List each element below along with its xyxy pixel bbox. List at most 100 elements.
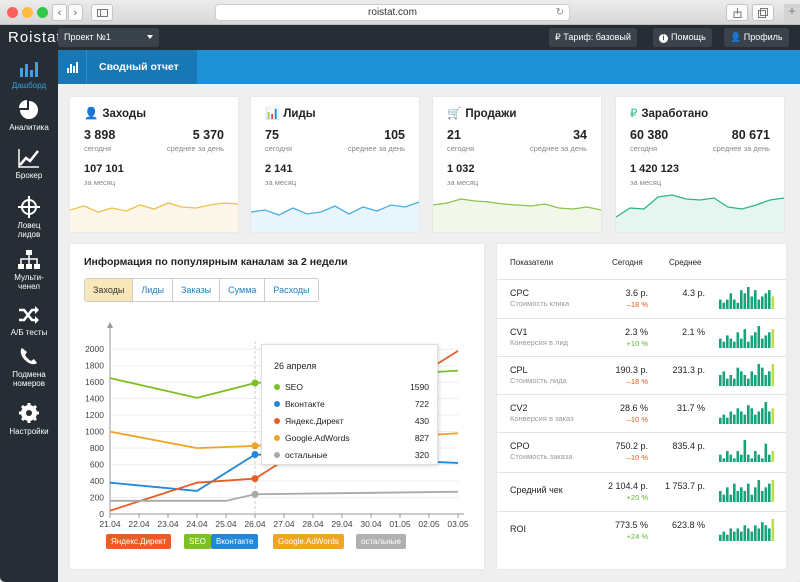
metric-bar (729, 528, 733, 541)
metric-bar-sparkline (719, 364, 775, 386)
close-window-button[interactable] (7, 7, 18, 18)
sidebar-item-label: Настройки (9, 427, 49, 436)
help-button[interactable]: i Помощь (653, 28, 712, 47)
tab-visits[interactable]: Заходы (85, 279, 134, 301)
metric-bar (768, 332, 771, 348)
metric-bar (754, 525, 757, 541)
tooltip-series-name: Вконтакте (285, 399, 325, 409)
tab-orders[interactable]: Заказы (173, 279, 221, 301)
series-point[interactable] (251, 379, 259, 387)
metrics-row[interactable]: CPL Стоимость лида 190.3 р. –18 % 231.3 р… (497, 356, 786, 394)
metric-bar (726, 487, 729, 502)
sidebar-item-ab-tests[interactable]: А/Б тесты (0, 305, 58, 337)
kpi-card-0[interactable]: 👤 Заходы 3 898 сегодня 5 370 среднее за д… (70, 97, 238, 232)
minimize-window-button[interactable] (22, 7, 33, 18)
metrics-row[interactable]: Средний чек 2 104.4 р. +20 % 1 753.7 р. (497, 472, 786, 511)
kpi-average-value: 105 (384, 128, 405, 142)
kpi-card-3[interactable]: ₽ Заработано 60 380 сегодня 80 671 средне… (616, 97, 784, 232)
metric-today-value: 2 104.4 р. (607, 481, 648, 491)
sidebar-item-label: А/Б тесты (10, 328, 48, 337)
tariff-button[interactable]: ₽ Тариф: базовый (549, 28, 637, 47)
metric-bar (729, 375, 733, 386)
series-dot-icon (274, 418, 280, 424)
series-dot-icon (274, 401, 280, 407)
sparkline-area (251, 202, 419, 232)
sidebar-item-call-tracking[interactable]: Подмена номеров (0, 347, 58, 388)
metric-bar (768, 371, 771, 386)
kpi-today-label: сегодня (447, 144, 475, 153)
metric-bar (736, 408, 740, 424)
metrics-header-name: Показатели (510, 258, 554, 267)
kpi-title-text: Лиды (283, 108, 316, 120)
metric-bar (729, 338, 733, 348)
share-button[interactable] (726, 4, 748, 21)
series-point[interactable] (251, 451, 259, 459)
metric-bar (757, 454, 761, 462)
forward-button[interactable]: › (68, 4, 83, 21)
metric-average-value: 31.7 % (676, 403, 705, 413)
sidebar-item-analytics[interactable]: Аналитика (0, 100, 58, 132)
kpi-title: 👤 Заходы (84, 106, 146, 120)
page-title[interactable]: Сводный отчет (86, 50, 197, 84)
metric-bar (722, 531, 726, 541)
metrics-row[interactable]: ROI 773.5 % +24 % 623.8 % (497, 511, 786, 551)
kpi-card-1[interactable]: 📊 Лиды 75 сегодня 105 среднее за день 2 1… (251, 97, 419, 232)
metric-bar (740, 338, 743, 348)
metric-bar (754, 375, 757, 386)
metrics-row[interactable]: CPO Стоимость заказа 750.2 р. –10 % 835.4… (497, 432, 786, 472)
sidebar-item-dashboard[interactable]: Дашборд (0, 60, 58, 90)
metric-bar (771, 329, 775, 348)
y-tick-label: 600 (90, 460, 104, 470)
sparkline-area (433, 199, 601, 232)
address-bar[interactable]: roistat.com ↻ (215, 4, 570, 21)
profile-button[interactable]: 👤 Профиль (724, 28, 789, 47)
y-tick-label: 1800 (85, 361, 104, 371)
metrics-row[interactable]: CPC Стоимость клика 3.6 р. –18 % 4.3 р. (497, 279, 786, 318)
tooltip-row: Вконтакте 722 (274, 399, 429, 411)
pie-chart-icon (19, 100, 38, 119)
y-tick-label: 1400 (85, 394, 104, 404)
sidebar-item-settings[interactable]: Настройки (0, 402, 58, 436)
kpi-sparkline (433, 198, 601, 232)
metric-bar (729, 411, 733, 424)
new-tab-button[interactable]: + (784, 4, 800, 24)
series-point[interactable] (251, 490, 259, 498)
kpi-average-label: среднее за день (529, 144, 587, 153)
metric-bar (757, 364, 761, 386)
metric-bar (747, 341, 750, 348)
project-select[interactable]: Проект №1 (58, 28, 159, 47)
sidebar-item-lead-catcher[interactable]: Ловец лидов (0, 196, 58, 239)
metric-bar-sparkline (719, 440, 775, 462)
back-button[interactable]: ‹ (52, 4, 67, 21)
metric-bar (733, 483, 736, 502)
series-point[interactable] (251, 442, 259, 450)
metrics-row[interactable]: CV2 Конверсия в заказ 28.6 % –10 % 31.7 % (497, 394, 786, 432)
metric-bar (764, 525, 768, 541)
tab-expenses[interactable]: Расходы (265, 279, 318, 301)
metric-name: CPO (510, 441, 530, 451)
maximize-window-button[interactable] (37, 7, 48, 18)
series-point[interactable] (251, 475, 259, 483)
metric-average-value: 623.8 % (671, 520, 705, 530)
profile-label: Профиль (743, 32, 783, 42)
reload-icon[interactable]: ↻ (555, 7, 564, 18)
tabs-overview-button[interactable] (752, 4, 774, 21)
sidebar-item-multichannel[interactable]: Мульти-ченел (0, 250, 58, 291)
tab-sum[interactable]: Сумма (220, 279, 266, 301)
legend-item[interactable]: Яндекс.Директ (106, 534, 172, 549)
metric-bar (719, 299, 722, 309)
tab-leads[interactable]: Лиды (133, 279, 174, 301)
report-tab-icon[interactable] (58, 50, 86, 84)
legend-item[interactable]: остальные (356, 534, 406, 549)
metrics-row[interactable]: CV1 Конверсия в лид 2.3 % +10 % 2.1 % (497, 318, 786, 356)
sidebar-toggle-button[interactable] (91, 4, 113, 21)
logo[interactable]: Roistat (8, 29, 62, 46)
phone-icon (20, 348, 37, 365)
sidebar-item-broker[interactable]: Брокер (0, 148, 58, 180)
legend-item[interactable]: Google.AdWords (273, 534, 344, 549)
kpi-card-2[interactable]: 🛒 Продажи 21 сегодня 34 среднее за день 1… (433, 97, 601, 232)
legend-item[interactable]: SEO (184, 534, 211, 549)
legend-item[interactable]: Вконтакте (211, 534, 259, 549)
metric-subtitle: Конверсия в лид (510, 338, 569, 347)
metric-bar (768, 483, 771, 502)
